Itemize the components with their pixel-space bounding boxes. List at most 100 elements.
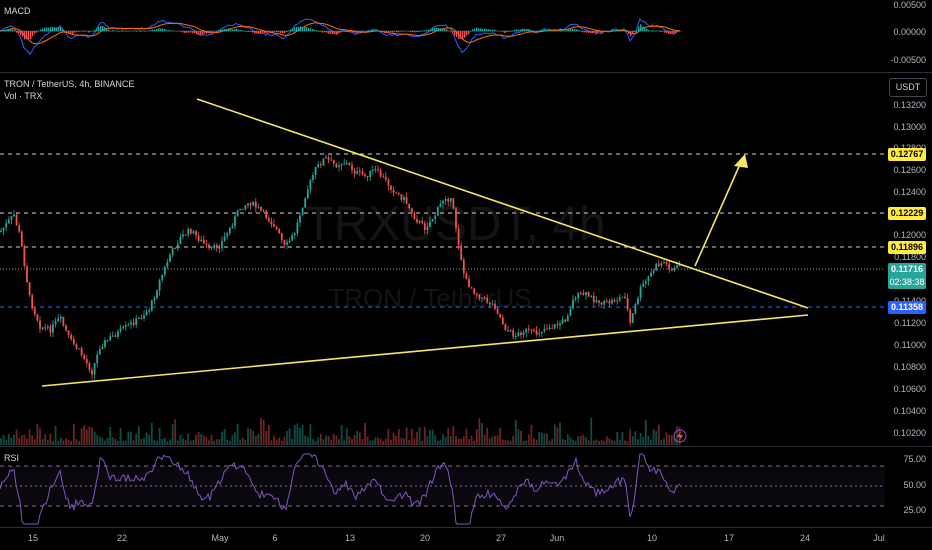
macd-histogram-bar — [44, 27, 46, 32]
macd-histogram-bar — [556, 30, 558, 32]
candle-body — [33, 308, 36, 315]
macd-histogram-bar — [356, 31, 358, 34]
volume-bar — [413, 438, 416, 445]
macd-histogram-bar — [164, 29, 166, 32]
volume-bar — [156, 440, 158, 445]
currency-button[interactable]: USDT — [889, 78, 927, 97]
descending-trendline — [196, 98, 809, 309]
volume-bar — [20, 435, 23, 445]
macd-histogram-bar — [472, 29, 474, 32]
macd-histogram-bar — [598, 31, 600, 33]
candle-body — [364, 174, 366, 176]
candle-body — [148, 310, 151, 312]
price-axis-label: 0.12400 — [893, 187, 926, 197]
candle-body — [244, 205, 247, 210]
pane-separator[interactable] — [0, 72, 932, 73]
macd-histogram-bar — [98, 26, 100, 32]
macd-histogram-bar — [520, 29, 522, 32]
candle-body — [457, 228, 460, 246]
macd-histogram-bar — [602, 31, 604, 33]
volume-bar — [579, 436, 582, 445]
volume-bar — [538, 432, 541, 445]
macd-histogram-bar — [286, 31, 288, 32]
macd-histogram-bar — [62, 28, 64, 32]
volume-bar — [330, 439, 333, 445]
candle-body — [507, 330, 509, 332]
volume-bar — [130, 431, 132, 445]
candle-body — [291, 234, 294, 241]
volume-bar — [83, 425, 86, 445]
volume-bar — [252, 431, 255, 445]
candle-body — [533, 330, 535, 332]
candle-body — [15, 214, 18, 226]
symbol-title[interactable]: TRON / TetherUS, 4h, BINANCE — [4, 79, 135, 89]
macd-histogram-bar — [400, 31, 402, 32]
candle-body — [348, 162, 351, 166]
candle-body — [374, 169, 377, 171]
volume-bar — [481, 423, 483, 445]
candle-body — [579, 292, 582, 294]
candle-body — [62, 316, 65, 326]
price-axis-label: 0.10200 — [893, 428, 926, 438]
volume-bar — [249, 428, 252, 445]
candle-body — [192, 231, 195, 234]
volume-bar — [582, 434, 585, 445]
macd-histogram-bar — [584, 31, 586, 33]
macd-label: MACD — [4, 6, 31, 16]
macd-histogram-bar — [218, 30, 220, 32]
macd-histogram-bar — [160, 28, 162, 32]
candle-body — [72, 339, 75, 345]
price-axis-label: 0.13000 — [893, 122, 926, 132]
volume-bar — [426, 436, 429, 445]
volume-bar — [668, 434, 671, 445]
volume-bar — [340, 424, 343, 445]
macd-histogram-bar — [84, 31, 86, 32]
volume-bar — [275, 439, 278, 445]
macd-histogram-bar — [250, 31, 252, 32]
pane-separator[interactable] — [0, 527, 932, 528]
macd-pane[interactable] — [0, 0, 932, 72]
macd-histogram-bar — [398, 31, 400, 33]
volume-bar — [314, 440, 317, 445]
candle-body — [345, 162, 348, 164]
volume-bar — [548, 440, 551, 445]
candle-body — [202, 239, 205, 244]
volume-bar — [371, 440, 374, 445]
level-tag-1: 0.12767 — [888, 148, 926, 161]
macd-histogram-bar — [290, 29, 292, 32]
main-chart-pane[interactable] — [0, 73, 932, 445]
macd-histogram-bar — [612, 29, 614, 32]
candle-body — [512, 330, 515, 337]
candle-body — [78, 348, 80, 350]
candle-body — [260, 207, 262, 211]
volume-label[interactable]: Vol · TRX — [4, 91, 43, 101]
macd-histogram-bar — [242, 30, 244, 32]
macd-histogram-bar — [360, 31, 362, 33]
macd-line — [0, 18, 681, 56]
macd-histogram-bar — [438, 28, 440, 32]
volume-bar — [491, 436, 494, 445]
candle-body — [397, 193, 400, 195]
macd-histogram-bar — [352, 31, 354, 33]
volume-bar — [317, 437, 320, 445]
candle-body — [262, 210, 265, 212]
macd-histogram-bar — [22, 31, 24, 37]
macd-histogram-bar — [318, 31, 320, 32]
volume-bar — [551, 439, 554, 445]
candle-body — [2, 227, 5, 231]
candle-body — [605, 300, 608, 302]
volume-bar — [452, 425, 455, 445]
time-label: 27 — [495, 533, 507, 543]
macd-histogram-bar — [236, 28, 238, 32]
macd-histogram-bar — [442, 28, 444, 32]
candle-body — [595, 300, 598, 303]
candle-body — [559, 323, 561, 326]
candle-body — [582, 293, 585, 295]
candle-body — [215, 245, 218, 249]
macd-histogram-bar — [106, 28, 108, 32]
pane-separator[interactable] — [0, 446, 932, 447]
macd-histogram-bar — [256, 31, 258, 34]
candle-body — [556, 324, 559, 326]
candle-body — [161, 274, 164, 281]
